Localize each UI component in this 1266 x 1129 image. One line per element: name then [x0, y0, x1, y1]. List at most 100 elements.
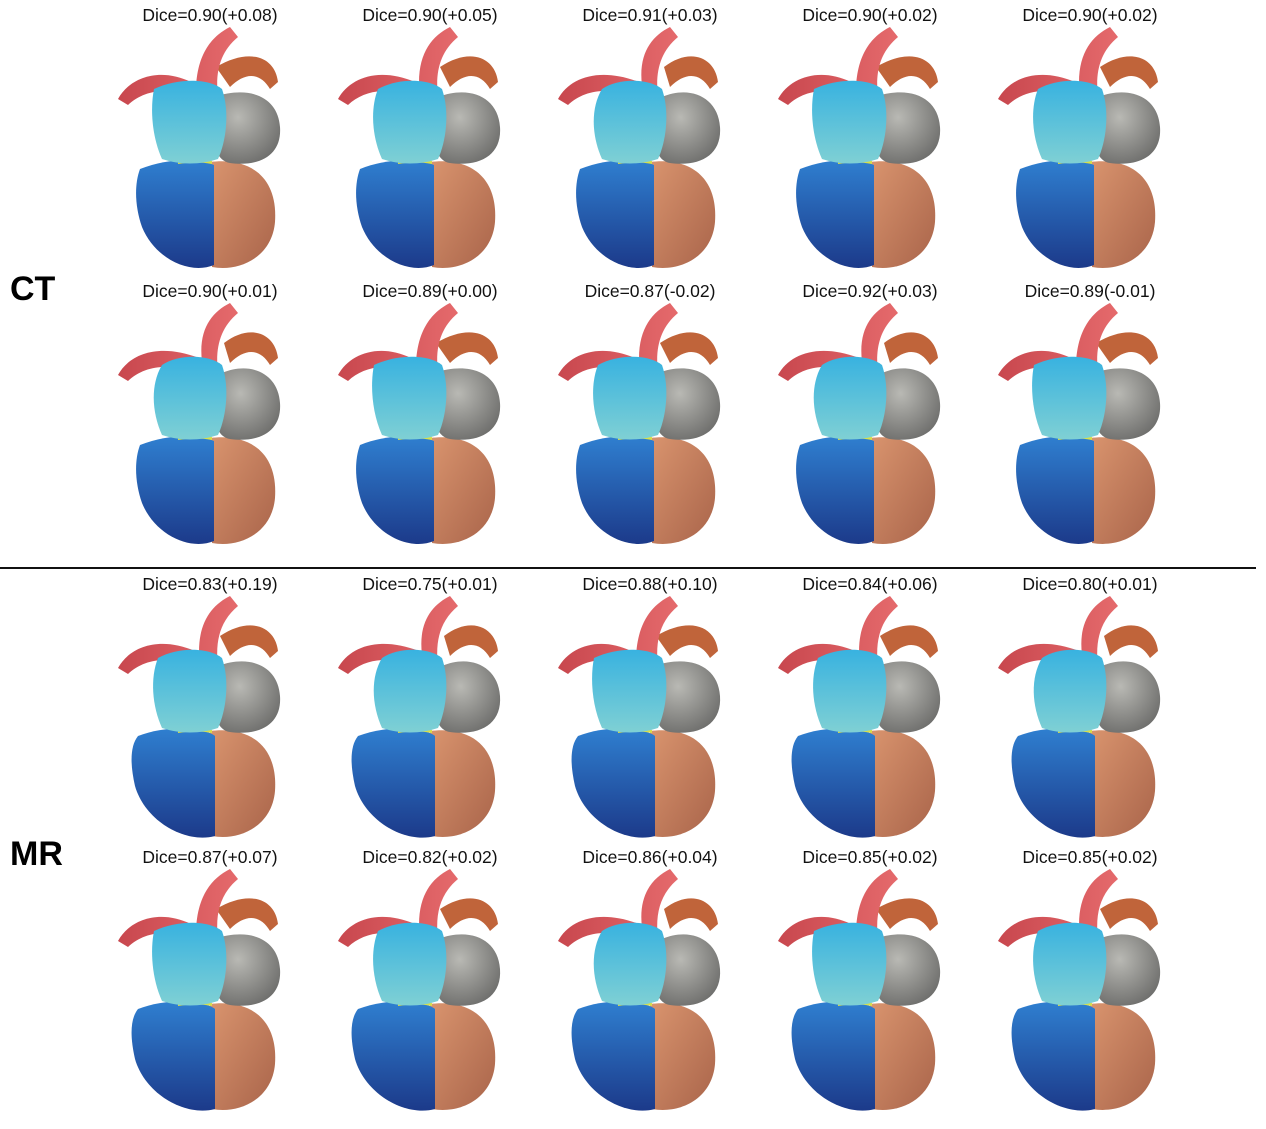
left-atrium [593, 356, 667, 440]
right-atrium [654, 92, 721, 164]
pulmonary-artery [660, 332, 718, 365]
right-ventricle [210, 161, 276, 268]
left-ventricle [136, 160, 214, 268]
left-ventricle [791, 728, 875, 838]
right-ventricle [650, 437, 716, 544]
heart-cell: Dice=0.92(+0.03) [745, 281, 995, 563]
dice-score-label: Dice=0.84(+0.06) [802, 574, 938, 594]
pulmonary-artery [664, 898, 718, 931]
dice-score-label: Dice=0.80(+0.01) [1022, 574, 1158, 594]
left-ventricle [131, 728, 215, 838]
heart-mesh-render [778, 27, 941, 268]
left-ventricle [351, 728, 435, 838]
section-divider [0, 567, 1256, 569]
heart-mesh-render [118, 27, 281, 268]
dice-score-label: Dice=0.90(+0.01) [142, 281, 278, 301]
right-ventricle [870, 1003, 936, 1110]
left-atrium [373, 922, 447, 1006]
pulmonary-artery [664, 56, 718, 89]
right-ventricle [650, 161, 716, 268]
heart-cell: Dice=0.90(+0.02) [965, 5, 1215, 287]
heart-cell: Dice=0.85(+0.02) [745, 847, 995, 1129]
heart-cell: Dice=0.87(+0.07) [85, 847, 335, 1129]
right-atrium [1092, 934, 1161, 1006]
pulmonary-artery [216, 56, 278, 89]
right-ventricle [650, 1003, 716, 1110]
right-ventricle [430, 1003, 496, 1110]
heart-cell: Dice=0.90(+0.01) [85, 281, 335, 563]
right-atrium [210, 934, 281, 1006]
heart-cell: Dice=0.90(+0.08) [85, 5, 335, 287]
left-atrium [153, 649, 227, 733]
pulmonary-artery [216, 898, 278, 931]
left-atrium [592, 649, 667, 733]
heart-cell: Dice=0.91(+0.03) [525, 5, 775, 287]
left-atrium [593, 80, 667, 164]
heart-cell: Dice=0.90(+0.05) [305, 5, 555, 287]
left-ventricle [131, 1001, 215, 1111]
right-ventricle [1090, 730, 1156, 837]
heart-cell: Dice=0.89(+0.00) [305, 281, 555, 563]
right-atrium [210, 92, 281, 164]
heart-cell: Dice=0.87(-0.02) [525, 281, 775, 563]
heart-mesh-render [998, 596, 1161, 838]
heart-mesh-render [338, 596, 501, 838]
right-atrium [432, 934, 501, 1006]
left-ventricle [1011, 1001, 1095, 1111]
right-atrium [872, 661, 941, 733]
left-atrium [812, 80, 887, 164]
left-ventricle [576, 160, 654, 268]
left-ventricle [571, 1001, 655, 1111]
right-ventricle [210, 730, 276, 837]
dice-score-label: Dice=0.92(+0.03) [802, 281, 938, 301]
heart-mesh-render [338, 869, 501, 1111]
heart-cell: Dice=0.90(+0.02) [745, 5, 995, 287]
heart-mesh-render [998, 869, 1161, 1111]
pulmonary-artery [444, 625, 498, 658]
dice-score-label: Dice=0.75(+0.01) [362, 574, 498, 594]
dice-score-label: Dice=0.83(+0.19) [142, 574, 278, 594]
right-ventricle [430, 437, 496, 544]
left-atrium [372, 356, 447, 440]
right-atrium [870, 92, 941, 164]
right-atrium [1094, 661, 1161, 733]
right-atrium [212, 661, 281, 733]
right-ventricle [650, 730, 716, 837]
left-ventricle [351, 1001, 435, 1111]
right-atrium [434, 661, 501, 733]
left-ventricle [576, 436, 654, 544]
right-ventricle [210, 1003, 276, 1110]
pulmonary-artery [224, 332, 278, 365]
right-atrium [652, 368, 721, 440]
left-atrium [373, 649, 447, 733]
right-atrium [432, 92, 501, 164]
left-atrium [1033, 922, 1107, 1006]
heart-cell: Dice=0.86(+0.04) [525, 847, 775, 1129]
right-atrium [650, 661, 721, 733]
right-atrium [214, 368, 281, 440]
heart-cell: Dice=0.82(+0.02) [305, 847, 555, 1129]
left-atrium [812, 922, 887, 1006]
left-ventricle [571, 728, 655, 838]
right-atrium [654, 934, 721, 1006]
left-atrium [593, 922, 667, 1006]
heart-mesh-render [118, 869, 281, 1111]
left-atrium [152, 922, 227, 1006]
heart-mesh-render [998, 303, 1161, 544]
mr-label: MR [10, 835, 63, 873]
left-ventricle [796, 436, 874, 544]
left-ventricle [356, 436, 434, 544]
dice-score-label: Dice=0.88(+0.10) [582, 574, 718, 594]
left-atrium [373, 80, 447, 164]
left-ventricle [1016, 160, 1094, 268]
heart-cell: Dice=0.80(+0.01) [965, 574, 1215, 856]
pulmonary-artery [440, 56, 498, 89]
right-ventricle [1090, 1003, 1156, 1110]
pulmonary-artery [220, 625, 278, 658]
pulmonary-artery [656, 625, 718, 658]
dice-score-label: Dice=0.85(+0.02) [802, 847, 938, 867]
right-atrium [870, 934, 941, 1006]
heart-mesh-render [338, 27, 501, 268]
pulmonary-artery [876, 898, 938, 931]
dice-score-label: Dice=0.90(+0.08) [142, 5, 278, 25]
